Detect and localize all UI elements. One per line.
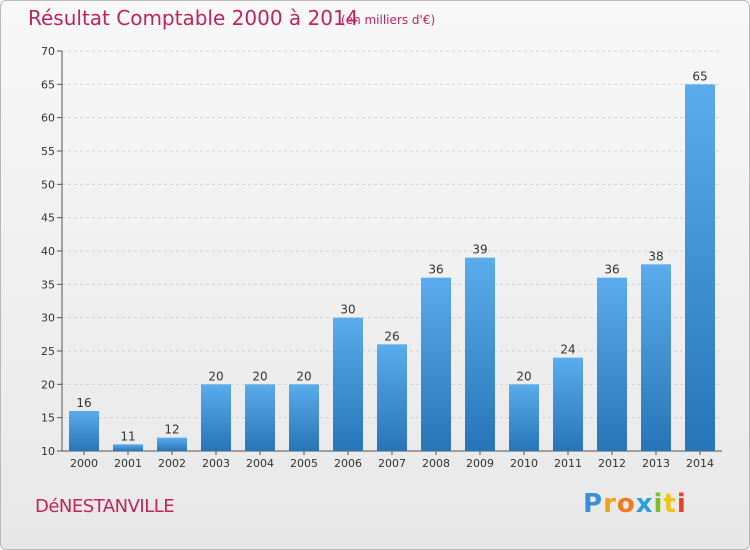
x-tick-label: 2010 xyxy=(510,457,538,470)
chart-title: Résultat Comptable 2000 à 2014 xyxy=(28,6,359,30)
bar-value-label: 38 xyxy=(648,249,663,263)
bar xyxy=(685,84,715,451)
bar xyxy=(289,384,319,451)
x-tick-label: 2002 xyxy=(158,457,186,470)
x-tick-label: 2003 xyxy=(202,457,230,470)
y-tick-label: 25 xyxy=(41,345,55,358)
x-tick-label: 2012 xyxy=(598,457,626,470)
y-tick-label: 60 xyxy=(41,112,55,125)
bar xyxy=(509,384,539,451)
bar-value-label: 30 xyxy=(340,303,355,317)
bar xyxy=(113,444,143,451)
bar-value-label: 11 xyxy=(120,429,135,443)
logo-letter: i xyxy=(676,489,687,519)
x-tick-label: 2007 xyxy=(378,457,406,470)
bar xyxy=(157,437,187,451)
y-tick-label: 45 xyxy=(41,212,55,225)
bar xyxy=(421,277,451,451)
bar xyxy=(597,277,627,451)
x-tick-label: 2008 xyxy=(422,457,450,470)
bar-value-label: 36 xyxy=(428,263,443,277)
bar-value-label: 12 xyxy=(164,423,179,437)
y-tick-label: 30 xyxy=(41,312,55,325)
logo-letter: i xyxy=(653,489,664,519)
y-tick-label: 65 xyxy=(41,78,55,91)
bar-value-label: 24 xyxy=(560,343,575,357)
bar xyxy=(553,357,583,451)
logo-letter: P xyxy=(583,489,604,519)
bar xyxy=(641,264,671,451)
y-tick-label: 35 xyxy=(41,278,55,291)
y-tick-label: 40 xyxy=(41,245,55,258)
bar xyxy=(333,317,363,451)
y-tick-label: 50 xyxy=(41,178,55,191)
bar xyxy=(245,384,275,451)
logo-letter: t xyxy=(663,489,677,519)
bar-value-label: 16 xyxy=(76,396,91,410)
x-tick-label: 2014 xyxy=(686,457,714,470)
y-tick-label: 20 xyxy=(41,378,55,391)
bar-value-label: 26 xyxy=(384,329,399,343)
logo-letter: x xyxy=(635,489,654,519)
bar xyxy=(201,384,231,451)
bar xyxy=(69,411,99,451)
bar-value-label: 39 xyxy=(472,243,487,257)
bar-value-label: 36 xyxy=(604,263,619,277)
chart-subtitle: (en milliers d'€) xyxy=(341,13,436,27)
bar-value-label: 65 xyxy=(692,69,707,83)
x-tick-label: 2011 xyxy=(554,457,582,470)
x-tick-label: 2009 xyxy=(466,457,494,470)
bar-value-label: 20 xyxy=(296,369,311,383)
y-tick-label: 70 xyxy=(41,45,55,58)
bar-value-label: 20 xyxy=(252,369,267,383)
logo-letter: r xyxy=(603,489,617,519)
x-tick-label: 2013 xyxy=(642,457,670,470)
x-tick-label: 2006 xyxy=(334,457,362,470)
x-tick-label: 2005 xyxy=(290,457,318,470)
bar xyxy=(377,344,407,451)
bar-value-label: 20 xyxy=(208,369,223,383)
x-tick-label: 2004 xyxy=(246,457,274,470)
commune-name: DéNESTANVILLE xyxy=(35,496,175,517)
x-tick-label: 2001 xyxy=(114,457,142,470)
y-tick-label: 15 xyxy=(41,412,55,425)
proxiti-logo: Proxiti xyxy=(583,489,687,519)
x-tick-label: 2000 xyxy=(70,457,98,470)
y-tick-label: 55 xyxy=(41,145,55,158)
y-tick-label: 10 xyxy=(41,445,55,458)
logo-letter: o xyxy=(616,489,636,519)
bar xyxy=(465,257,495,451)
bar-value-label: 20 xyxy=(516,369,531,383)
